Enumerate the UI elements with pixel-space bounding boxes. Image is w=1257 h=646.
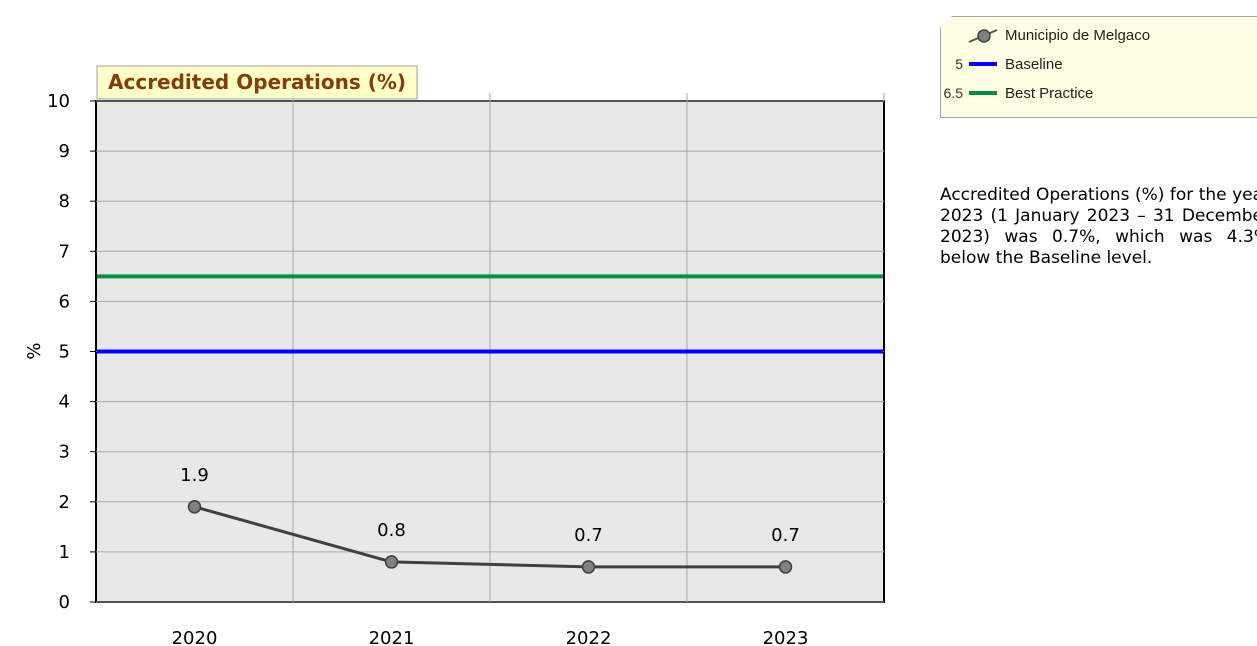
summary-text: Accredited Operations (%) for the year 2… <box>940 185 1257 268</box>
legend-item-baseline: 5 Baseline <box>941 54 1063 74</box>
y-tick-label: 2 <box>59 492 70 513</box>
legend-item-best-practice: 6.5 Best Practice <box>941 83 1094 103</box>
y-tick-label: 0 <box>59 592 70 613</box>
legend-value-best-practice: 6.5 <box>943 85 963 101</box>
data-label: 0.8 <box>377 520 406 541</box>
data-point <box>778 560 793 574</box>
y-tick-label: 4 <box>59 392 70 413</box>
legend-swatch-baseline <box>967 54 999 74</box>
x-tick-label: 2022 <box>566 628 612 646</box>
series-melgaco: 1.9 0.8 0.7 0.7 <box>180 465 800 574</box>
data-label: 1.9 <box>180 465 209 486</box>
legend-marker-icon <box>967 25 999 45</box>
chart-title-background <box>96 65 418 100</box>
line-chart: 0 1 2 3 4 5 6 7 8 9 10 2020 2021 2022 2023 % 1.9 0.8 0.… <box>24 65 885 646</box>
chart-title-box: Accredited Operations (%) <box>96 65 418 100</box>
y-tick-label: 1 <box>59 542 70 563</box>
legend-swatch-best-practice <box>967 83 999 103</box>
data-point <box>187 500 202 514</box>
y-axis-label: % <box>24 342 45 359</box>
x-axis-ticks: 2020 2021 2022 2023 <box>172 628 809 646</box>
legend: Municipio de Melgaco 5 Baseline 6.5 Best… <box>940 16 1257 118</box>
legend-label-melgaco: Municipio de Melgaco <box>1005 26 1151 44</box>
data-point <box>384 555 399 569</box>
x-tick-label: 2020 <box>172 628 218 646</box>
y-tick-label: 9 <box>59 141 70 162</box>
x-tick-label: 2021 <box>369 628 415 646</box>
legend-item-melgaco: Municipio de Melgaco <box>941 25 1150 45</box>
y-tick-label: 7 <box>59 241 70 262</box>
y-tick-label: 3 <box>59 442 70 463</box>
y-tick-label: 10 <box>47 91 70 112</box>
y-tick-label: 8 <box>59 191 70 212</box>
legend-value-baseline: 5 <box>955 56 963 72</box>
legend-label-baseline: Baseline <box>1005 55 1063 73</box>
y-tick-label: 5 <box>59 342 70 363</box>
x-tick-label: 2023 <box>763 628 809 646</box>
reference-lines <box>97 274 883 354</box>
y-tick-label: 6 <box>59 291 70 312</box>
data-point <box>581 560 596 574</box>
y-axis-ticks: 0 1 2 3 4 5 6 7 8 9 10 <box>47 91 96 613</box>
series-line <box>194 505 786 569</box>
legend-label-best-practice: Best Practice <box>1005 84 1094 102</box>
chart-title: Accredited Operations (%) <box>108 70 406 94</box>
data-label: 0.7 <box>574 525 603 546</box>
data-label: 0.7 <box>771 525 800 546</box>
